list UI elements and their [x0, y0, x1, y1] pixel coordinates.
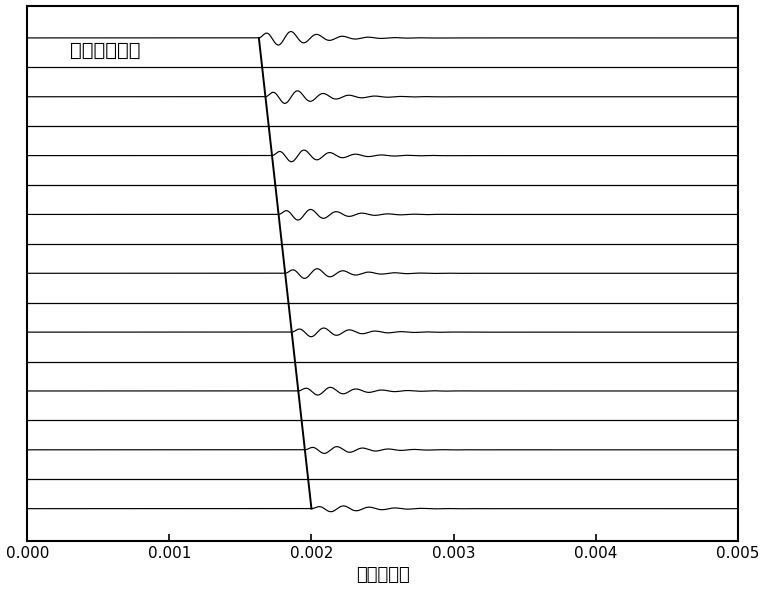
Text: 偶极泄漏模式: 偶极泄漏模式 [70, 41, 140, 60]
X-axis label: 时间（秒）: 时间（秒） [356, 566, 409, 585]
